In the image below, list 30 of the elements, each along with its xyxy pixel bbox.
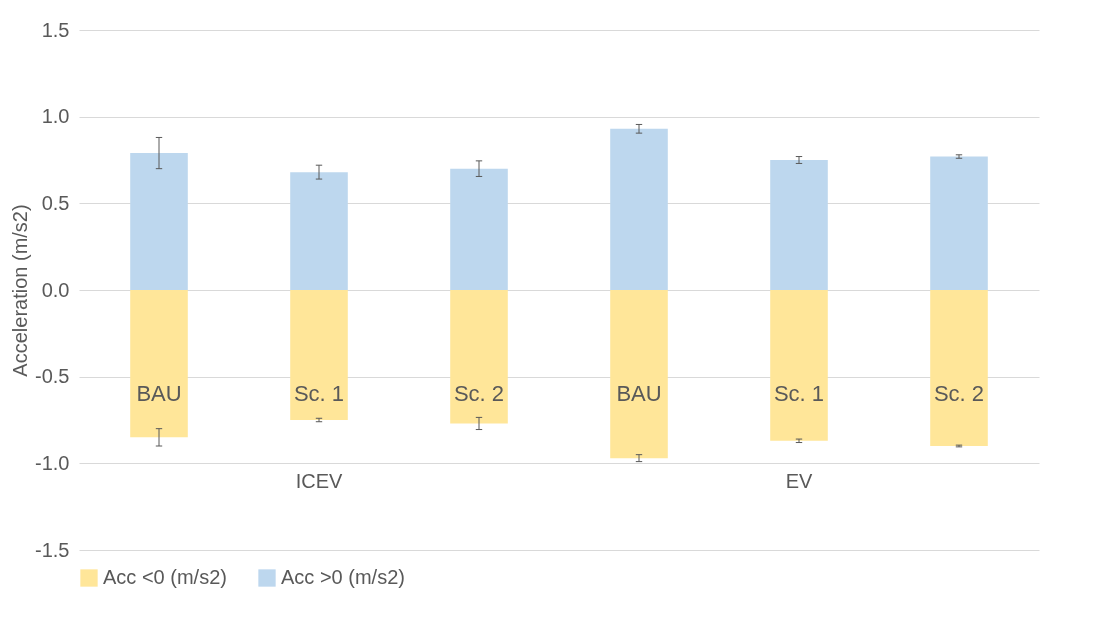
x-tick-label: Sc. 2 [933,381,985,406]
y-tick-label: -0.5 [35,365,70,388]
bar [450,290,508,424]
bar [610,128,668,290]
y-axis-title: Acceleration (m/s2) [9,204,32,377]
annotation: ICEV [295,470,343,493]
y-tick-label: 1.5 [41,18,70,41]
y-tick-label: 0.0 [41,278,70,301]
y-tick-label: 1.0 [41,105,70,128]
y-tick-label: 0.5 [41,191,70,214]
bar [130,153,188,290]
bar [610,290,668,459]
x-tick-label: Sc. 2 [453,381,505,406]
annotation: EV [785,470,813,493]
bar [290,290,348,420]
x-tick-label: Sc. 1 [293,381,345,406]
bar [770,290,828,441]
bar [130,290,188,438]
x-tick-label: BAU [136,381,182,406]
x-tick-label: Sc. 1 [773,381,825,406]
bar [770,160,828,290]
bar [450,168,508,290]
y-tick-label: -1.0 [35,451,70,474]
bar [930,290,988,446]
bar [290,172,348,290]
x-tick-label: BAU [616,381,662,406]
legend-label: Acc <0 (m/s2) [103,566,227,588]
legend-label: Acc >0 (m/s2) [281,566,405,588]
y-tick-label: -1.5 [35,538,70,561]
bar [930,156,988,290]
